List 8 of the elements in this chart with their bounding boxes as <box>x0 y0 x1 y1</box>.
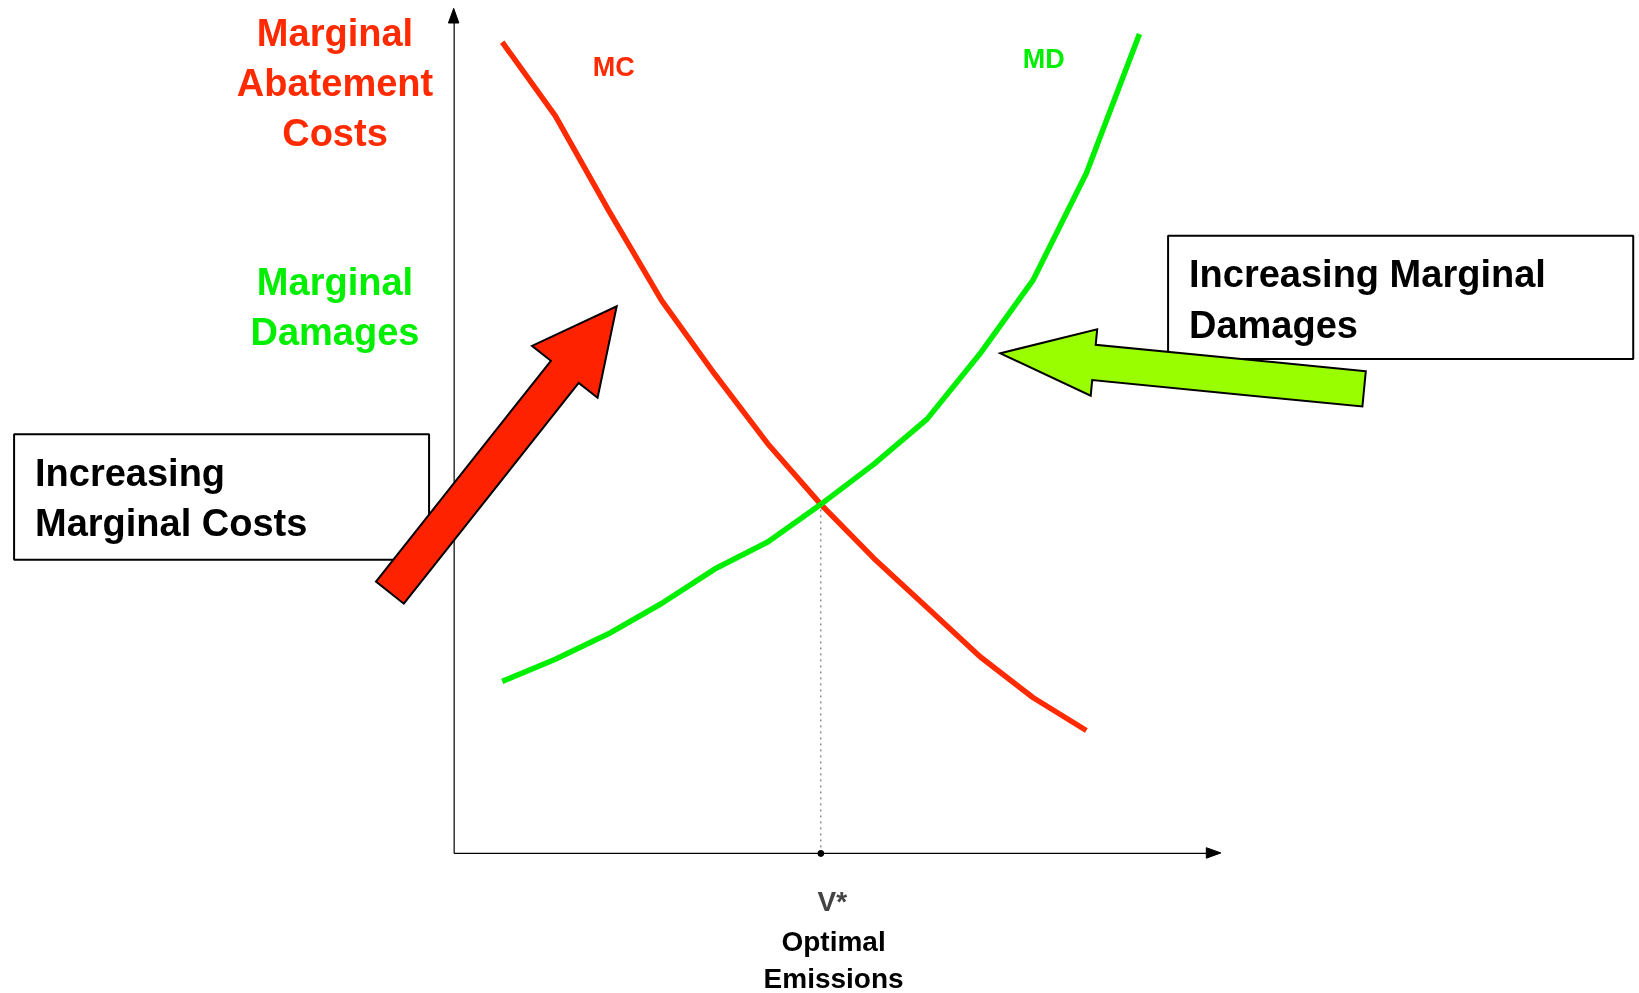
text: Increasing Marginal Costs <box>34 451 308 545</box>
annotation: Increasing Marginal Damages <box>1188 253 1546 346</box>
series-label: MC <box>592 51 635 82</box>
x-axis-title: Optimal Emissions <box>763 925 904 993</box>
y-axis-title: Marginal Abatement Costs <box>236 11 434 155</box>
text: MD <box>1022 43 1065 74</box>
text: Marginal Damages <box>250 260 420 353</box>
text: V* <box>817 886 848 918</box>
